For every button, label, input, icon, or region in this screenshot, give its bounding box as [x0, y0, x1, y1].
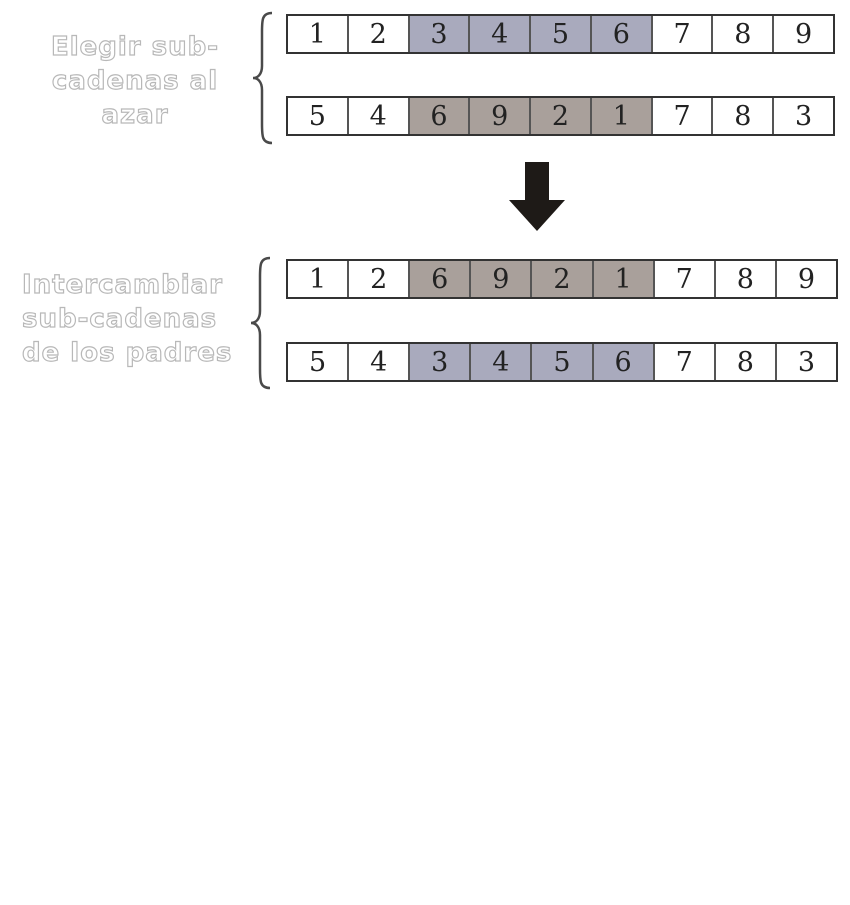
gene-cell: 5 [288, 98, 349, 134]
gene-cell: 3 [409, 16, 471, 52]
gene-cell: 4 [349, 344, 411, 380]
gene-cell: 8 [713, 16, 775, 52]
gene-cell: 3 [776, 344, 836, 380]
label-line: Elegir sub- [50, 31, 220, 62]
gene-cell: 6 [591, 16, 653, 52]
gene-cell: 6 [409, 98, 471, 134]
gene-cell: 1 [288, 261, 350, 297]
gene-cell: 4 [471, 344, 533, 380]
gene-cell: 2 [532, 261, 594, 297]
gene-cell: 7 [652, 98, 714, 134]
gene-cell: 5 [531, 16, 592, 52]
left-brace-bottom [250, 256, 271, 390]
down-arrow-icon [509, 162, 565, 231]
gene-cell: 5 [532, 344, 594, 380]
gene-cell: 8 [715, 261, 777, 297]
gene-cell: 9 [776, 261, 836, 297]
gene-cell: 1 [593, 261, 655, 297]
gene-cell: 7 [654, 344, 716, 380]
label-line: azar [101, 99, 169, 130]
gene-cell: 1 [591, 98, 653, 134]
gene-cell: 1 [288, 16, 349, 52]
gene-cell: 4 [348, 98, 410, 134]
gene-cell: 4 [470, 16, 532, 52]
gene-cell: 9 [470, 98, 532, 134]
label-swap-substrings: Intercambiar sub-cadenas de los padres [21, 268, 242, 370]
gene-cell: 2 [531, 98, 592, 134]
label-line: de los padres [21, 337, 233, 368]
left-brace-top [252, 11, 273, 145]
gene-cell: 3 [410, 344, 472, 380]
gene-cell: 8 [715, 344, 777, 380]
label-line: cadenas al [51, 65, 219, 96]
gene-cell: 2 [348, 16, 410, 52]
gene-cell: 6 [593, 344, 655, 380]
gene-cell: 3 [774, 98, 834, 134]
gene-cell: 7 [654, 261, 716, 297]
label-line: sub-cadenas [21, 303, 218, 334]
gene-cell: 6 [410, 261, 472, 297]
label-line: Intercambiar [21, 269, 224, 300]
label-choose-substrings: Elegir sub- cadenas al azar [30, 30, 240, 132]
gene-cell: 7 [652, 16, 714, 52]
gene-cell: 2 [349, 261, 411, 297]
gene-cell: 9 [471, 261, 533, 297]
gene-cell: 8 [713, 98, 775, 134]
gene-cell: 9 [774, 16, 834, 52]
gene-cell: 5 [288, 344, 350, 380]
